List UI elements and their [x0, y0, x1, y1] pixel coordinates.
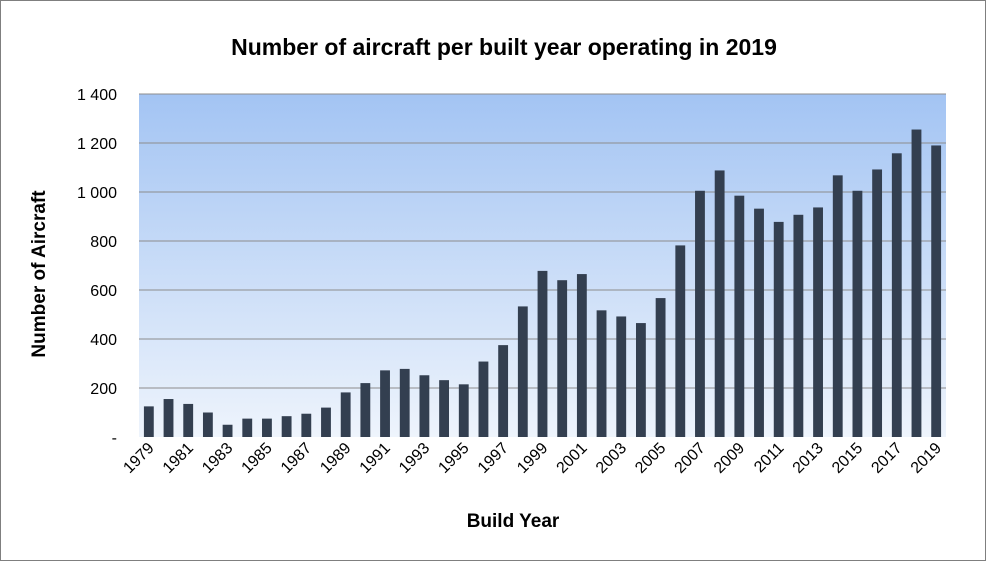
bar-1988	[321, 407, 331, 437]
y-tick-label: 1 200	[77, 136, 117, 153]
bar-2012	[793, 214, 804, 437]
bar-1997	[498, 345, 509, 437]
chart-title: Number of aircraft per built year operat…	[231, 34, 777, 60]
x-tick-label: 1995	[435, 440, 472, 477]
x-tick-label: 1985	[239, 440, 276, 477]
bar-2003	[616, 316, 627, 437]
x-tick-label: 1989	[317, 440, 354, 477]
y-axis-ticks: - 200 400 600 800 1 000 1 200 1 400	[77, 87, 117, 447]
y-tick-label: 400	[90, 332, 117, 349]
bar-1984	[242, 418, 253, 437]
bar-1987	[301, 413, 312, 437]
x-tick-label: 2017	[868, 440, 905, 477]
x-axis-ticks: 1979 1981 1983 1985 1987 1989 1991 1993 1995 1997…	[120, 440, 945, 477]
bar-1982	[202, 412, 213, 437]
x-tick-label: 2007	[672, 440, 709, 477]
x-tick-label: 2009	[711, 440, 748, 477]
x-tick-label: 1999	[514, 440, 551, 477]
bar-2007	[695, 190, 705, 437]
bar-1998	[517, 306, 528, 437]
bars	[143, 129, 942, 438]
bar-1996	[478, 361, 489, 437]
bar-1981	[183, 403, 194, 437]
bar-2013	[813, 207, 823, 437]
bar-2006	[675, 245, 686, 437]
bar-2015	[852, 190, 863, 437]
x-tick-label: 2011	[751, 440, 787, 476]
bar-1994	[439, 380, 450, 437]
bar-2001	[576, 274, 587, 437]
x-tick-label: 1979	[120, 440, 157, 477]
x-tick-label: 2013	[790, 440, 827, 477]
bar-1993	[419, 375, 430, 437]
bar-1992	[399, 368, 410, 437]
y-tick-label: 600	[90, 283, 117, 300]
x-axis-title: Build Year	[467, 511, 560, 532]
x-tick-label: 1993	[396, 440, 433, 477]
bar-1980	[163, 399, 174, 437]
bar-1995	[458, 384, 469, 437]
x-tick-label: 2001	[554, 440, 591, 477]
x-tick-label: 1987	[278, 440, 315, 477]
bar-2017	[891, 153, 902, 438]
bar-2014	[832, 175, 843, 437]
x-tick-label: 1997	[475, 440, 512, 477]
bar-1986	[281, 416, 292, 437]
bar-2004	[635, 323, 646, 437]
bar-2018	[911, 129, 922, 437]
x-tick-label: 2003	[593, 440, 630, 477]
y-tick-label: 200	[90, 381, 117, 398]
bar-2010	[754, 208, 764, 437]
y-tick-label: -	[112, 430, 117, 447]
x-tick-label: 2005	[632, 440, 669, 477]
bar-2016	[872, 169, 883, 437]
y-axis-title: Number of Aircraft	[29, 190, 50, 358]
bar-1985	[262, 418, 272, 437]
x-tick-label: 2015	[829, 440, 866, 477]
x-tick-label: 2019	[908, 440, 945, 477]
x-tick-label: 1991	[357, 440, 394, 477]
x-tick-label: 1981	[160, 440, 197, 477]
y-tick-label: 800	[90, 234, 117, 251]
y-tick-label: 1 400	[77, 87, 117, 104]
x-tick-label: 1983	[199, 440, 236, 477]
y-tick-label: 1 000	[77, 185, 117, 202]
bar-2011	[773, 221, 784, 437]
bar-2019	[931, 145, 942, 437]
bar-1990	[360, 383, 371, 437]
bar-2000	[557, 280, 568, 437]
bar-1983	[222, 424, 233, 437]
bar-1979	[143, 406, 154, 437]
bar-2009	[734, 195, 745, 437]
bar-2005	[655, 298, 666, 437]
bar-2008	[714, 170, 725, 437]
bar-1989	[340, 392, 351, 437]
bar-1991	[380, 370, 390, 437]
bar-2002	[596, 310, 607, 437]
bar-1999	[537, 270, 548, 437]
